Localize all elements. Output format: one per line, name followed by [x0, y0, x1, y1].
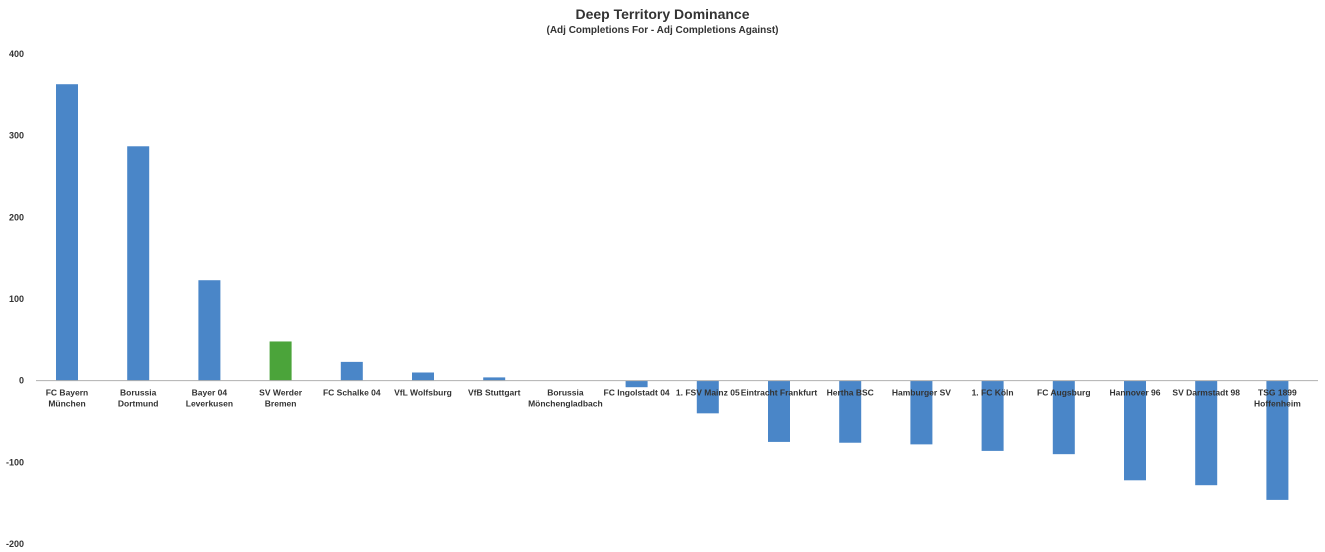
chart-title: Deep Territory Dominance — [575, 6, 750, 22]
bar — [269, 341, 292, 381]
bar — [412, 372, 434, 381]
category-label: FC Schalke 04 — [323, 388, 381, 398]
bar — [56, 84, 78, 381]
category-label: FC Bayern München — [46, 388, 89, 409]
category-label: FC Ingolstadt 04 — [604, 388, 670, 398]
bar — [127, 146, 150, 381]
y-tick-label: -100 — [6, 457, 24, 467]
bar — [839, 380, 862, 443]
bar — [625, 380, 648, 388]
bar — [483, 377, 506, 381]
bar — [981, 380, 1004, 451]
y-tick-label: 200 — [9, 212, 24, 222]
category-label: Eintracht Frankfurt — [741, 388, 818, 398]
category-label: 1. FSV Mainz 05 — [676, 388, 740, 398]
y-tick-label: 100 — [9, 294, 24, 304]
y-tick-label: -200 — [6, 539, 24, 549]
category-label: Hamburger SV — [892, 388, 951, 398]
bar — [1124, 380, 1146, 481]
category-labels: FC Bayern München Borussia Dortmund Bayer 04… — [46, 388, 1301, 409]
bar — [198, 280, 221, 381]
chart-subtitle: (Adj Completions For - Adj Completions A… — [546, 25, 779, 36]
y-tick-label: 300 — [9, 131, 24, 141]
category-label: 1. FC Köln — [972, 388, 1014, 398]
category-label: Bayer 04 Leverkusen — [186, 388, 233, 409]
bar — [1052, 380, 1075, 455]
bar — [696, 380, 719, 414]
bar — [1195, 380, 1218, 486]
category-label: FC Augsburg — [1037, 388, 1091, 398]
category-label: Hannover 96 — [1109, 388, 1160, 398]
category-label: TSG 1899 Hoffenheim — [1254, 388, 1301, 409]
category-label: SV Darmstadt 98 — [1172, 388, 1240, 398]
bar — [768, 380, 790, 442]
y-tick-label: 0 — [19, 376, 24, 386]
category-label: Borussia Dortmund — [118, 388, 159, 409]
category-label: Hertha BSC — [827, 388, 874, 398]
y-axis-ticks: 400 300 200 100 0 -100 -200 — [6, 49, 24, 549]
category-label: VfL Wolfsburg — [394, 388, 452, 398]
category-label: Borussia Mönchengladbach — [528, 388, 603, 409]
bars — [56, 84, 1289, 500]
bar — [910, 380, 933, 445]
bar — [1266, 380, 1289, 500]
bar — [340, 361, 363, 381]
category-label: VfB Stuttgart — [468, 388, 521, 398]
y-tick-label: 400 — [9, 49, 24, 59]
category-label: SV Werder Bremen — [259, 388, 303, 409]
